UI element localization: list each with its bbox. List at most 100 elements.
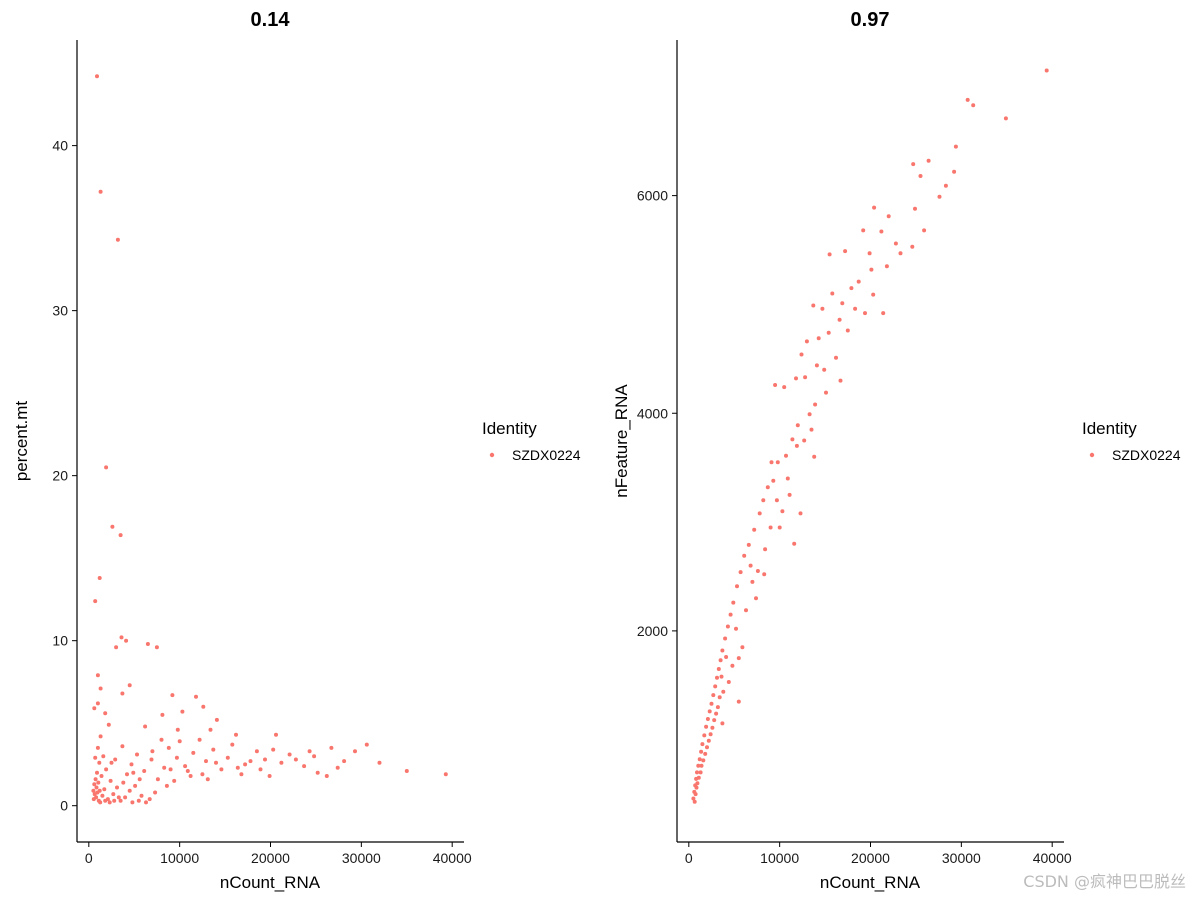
data-point <box>871 292 876 297</box>
data-point <box>112 798 117 803</box>
data-point <box>736 699 741 704</box>
data-point <box>872 205 877 210</box>
data-point <box>911 162 916 167</box>
data-point <box>219 767 224 772</box>
data-point <box>826 330 831 335</box>
data-point <box>718 658 723 663</box>
data-point <box>164 783 169 788</box>
data-point <box>723 636 728 641</box>
data-point <box>118 533 123 538</box>
data-point <box>799 352 804 357</box>
data-point <box>705 745 709 750</box>
data-point <box>214 717 219 722</box>
y-tick-label: 10 <box>52 633 68 649</box>
x-axis-label: nCount_RNA <box>820 873 921 892</box>
data-point <box>235 765 240 770</box>
data-point <box>120 691 125 696</box>
data-point <box>702 733 707 738</box>
y-tick-label: 30 <box>52 303 68 319</box>
data-point <box>234 732 238 737</box>
data-point <box>98 734 103 739</box>
data-point <box>790 437 795 442</box>
data-point <box>807 412 812 417</box>
data-point <box>792 541 797 546</box>
data-point <box>93 755 98 760</box>
data-point <box>843 249 848 254</box>
data-point <box>711 693 716 698</box>
data-point <box>774 498 779 503</box>
x-tick-label: 0 <box>85 850 93 866</box>
data-point <box>811 303 816 308</box>
data-point <box>761 498 766 503</box>
data-point <box>696 775 701 780</box>
data-point <box>692 799 697 804</box>
data-point <box>703 751 708 756</box>
data-point <box>869 267 874 272</box>
legend-point <box>1089 452 1095 458</box>
y-axis-label: percent.mt <box>12 401 31 482</box>
data-point <box>121 780 126 785</box>
data-point <box>125 772 129 777</box>
data-point <box>95 701 100 706</box>
data-point <box>180 709 185 714</box>
data-point <box>744 608 748 613</box>
data-point <box>92 706 97 711</box>
data-point <box>952 169 957 174</box>
data-point <box>95 673 100 678</box>
data-point <box>104 465 109 470</box>
data-point <box>102 787 107 792</box>
data-point <box>263 757 267 762</box>
data-point <box>695 770 699 775</box>
data-point <box>130 800 135 805</box>
y-tick-label: 6000 <box>637 188 668 204</box>
data-point <box>971 103 976 108</box>
data-point <box>335 765 340 770</box>
data-point <box>861 228 866 233</box>
data-point <box>809 427 814 432</box>
data-point <box>913 206 917 211</box>
data-point <box>175 727 180 732</box>
data-point <box>115 237 120 242</box>
data-point <box>159 737 164 742</box>
data-point <box>757 511 762 516</box>
data-point <box>752 527 757 532</box>
data-point <box>705 717 710 721</box>
data-point <box>922 228 927 233</box>
data-point <box>162 765 167 770</box>
data-point <box>119 635 124 640</box>
data-point <box>307 749 312 754</box>
data-point <box>443 772 448 777</box>
x-ticks: 0 10000 20000 30000 40000 <box>85 842 472 866</box>
data-point <box>746 542 751 547</box>
data-point <box>404 769 409 773</box>
x-tick-label: 40000 <box>433 850 472 866</box>
data-point <box>109 760 114 765</box>
data-point <box>208 727 213 732</box>
data-point <box>95 745 100 750</box>
data-point <box>893 241 898 246</box>
data-point <box>699 763 704 768</box>
data-point <box>92 782 97 787</box>
data-point <box>127 788 132 793</box>
data-point <box>155 777 160 782</box>
data-point <box>1044 68 1049 73</box>
y-axis-label: nFeature_RNA <box>612 384 631 498</box>
data-point <box>710 725 715 730</box>
data-point <box>93 599 98 604</box>
data-point <box>377 760 382 765</box>
data-point <box>750 579 755 584</box>
data-point <box>127 683 132 688</box>
data-point <box>748 563 753 568</box>
data-point <box>1003 116 1008 121</box>
data-point <box>719 674 724 679</box>
data-point <box>918 174 923 178</box>
data-point <box>704 724 709 729</box>
data-point <box>840 301 845 306</box>
data-point <box>271 747 276 752</box>
data-point <box>712 718 717 723</box>
data-point <box>706 738 711 743</box>
data-point <box>118 798 123 803</box>
data-point <box>769 460 774 465</box>
points-layer <box>691 68 1049 804</box>
